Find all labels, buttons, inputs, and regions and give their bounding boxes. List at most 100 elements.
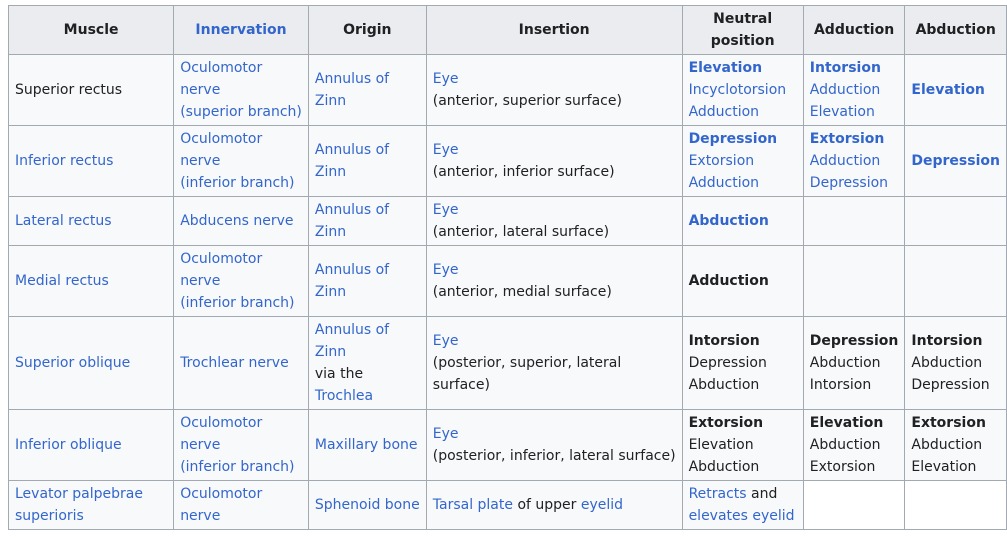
insertion-link[interactable]: Eye <box>432 426 459 442</box>
action-link[interactable]: Elevation <box>809 104 875 120</box>
origin-link[interactable]: Zinn <box>314 344 347 360</box>
origin-link[interactable]: Zinn <box>314 284 347 300</box>
innervation-link[interactable]: Oculomotor <box>180 486 263 502</box>
innervation-link[interactable]: Oculomotor <box>180 251 263 267</box>
muscle-link[interactable]: Inferior oblique <box>15 437 122 453</box>
innervation-cell[interactable]: Oculomotor nerve (inferior branch) <box>173 125 309 197</box>
action-link[interactable]: Depression <box>911 153 1000 169</box>
action-text: Elevation <box>688 437 754 453</box>
origin-cell[interactable]: Maxillary bone <box>307 409 427 481</box>
innervation-link[interactable]: Abducens nerve <box>180 213 294 229</box>
innervation-link[interactable]: (inferior branch) <box>180 175 295 191</box>
insertion-link[interactable]: Eye <box>432 71 459 87</box>
muscle-cell[interactable]: Medial rectus <box>7 245 175 317</box>
header-innervation-link[interactable]: Innervation <box>195 22 287 38</box>
muscle-link[interactable]: Inferior rectus <box>15 153 114 169</box>
muscle-link[interactable]: Lateral rectus <box>15 213 112 229</box>
innervation-link[interactable]: (inferior branch) <box>180 459 295 475</box>
action-link[interactable]: Adduction <box>809 82 881 98</box>
insertion-link[interactable]: Eye <box>432 142 459 158</box>
action-link[interactable]: Depression <box>688 131 778 147</box>
header-innervation[interactable]: Innervation <box>173 5 309 55</box>
origin-cell[interactable]: Annulus of Zinn <box>307 54 427 126</box>
muscle-cell[interactable]: Lateral rectus <box>7 196 175 246</box>
action-link[interactable]: Adduction <box>688 175 760 191</box>
adduction-cell[interactable]: Intorsion Adduction Elevation <box>802 54 906 126</box>
innervation-link[interactable]: nerve <box>180 508 221 524</box>
origin-link[interactable]: Zinn <box>314 224 347 240</box>
action-link[interactable]: Intorsion <box>809 60 881 76</box>
origin-cell[interactable]: Annulus of Zinn via the Trochlea <box>307 316 427 410</box>
abduction-cell: Extorsion Abduction Elevation <box>904 409 1007 481</box>
abduction-cell[interactable]: Depression <box>904 125 1007 197</box>
origin-link[interactable]: Annulus of <box>314 262 390 278</box>
innervation-cell[interactable]: Oculomotor nerve <box>173 480 309 530</box>
muscle-cell[interactable]: Inferior oblique <box>7 409 175 481</box>
action-text: Depression <box>688 355 767 371</box>
innervation-cell[interactable]: Abducens nerve <box>173 196 309 246</box>
origin-link[interactable]: Annulus of <box>314 71 390 87</box>
origin-link[interactable]: Annulus of <box>314 142 390 158</box>
insertion-link[interactable]: Eye <box>432 333 459 349</box>
innervation-link[interactable]: Trochlear nerve <box>180 355 289 371</box>
origin-link[interactable]: Sphenoid bone <box>314 497 420 513</box>
action-link[interactable]: Depression <box>809 175 889 191</box>
action-link[interactable]: Incyclotorsion <box>688 82 787 98</box>
origin-link[interactable]: Trochlea <box>314 388 374 404</box>
innervation-cell[interactable]: Oculomotor nerve (inferior branch) <box>173 245 309 317</box>
innervation-link[interactable]: nerve <box>180 153 221 169</box>
origin-cell[interactable]: Annulus of Zinn <box>307 245 427 317</box>
origin-link[interactable]: Zinn <box>314 93 347 109</box>
table-row: Levator palpebrae superioris Oculomotor ne… <box>7 480 1007 530</box>
action-link[interactable]: elevates eyelid <box>688 508 795 524</box>
adduction-cell <box>802 245 906 317</box>
action-link[interactable]: Abduction <box>688 213 769 229</box>
action-link[interactable]: Extorsion <box>688 153 755 169</box>
innervation-link[interactable]: (superior branch) <box>180 104 302 120</box>
insertion-cell: Eye (posterior, inferior, lateral surface… <box>425 409 683 481</box>
origin-link[interactable]: Zinn <box>314 164 347 180</box>
innervation-link[interactable]: nerve <box>180 437 221 453</box>
innervation-link[interactable]: Oculomotor <box>180 415 263 431</box>
innervation-link[interactable]: Oculomotor <box>180 60 263 76</box>
muscle-cell[interactable]: Inferior rectus <box>7 125 175 197</box>
muscle-link[interactable]: Medial rectus <box>15 273 109 289</box>
abduction-cell[interactable]: Elevation <box>904 54 1007 126</box>
neutral-cell[interactable]: Depression Extorsion Adduction <box>681 125 804 197</box>
innervation-link[interactable]: nerve <box>180 82 221 98</box>
action-link[interactable]: Retracts <box>688 486 747 502</box>
insertion-link[interactable]: Eye <box>432 202 459 218</box>
action-link[interactable]: Adduction <box>688 104 760 120</box>
adduction-cell[interactable]: Extorsion Adduction Depression <box>802 125 906 197</box>
header-neutral-position: Neutral position <box>681 5 804 55</box>
innervation-link[interactable]: Oculomotor <box>180 131 263 147</box>
innervation-link[interactable]: nerve <box>180 273 221 289</box>
insertion-link[interactable]: eyelid <box>580 497 624 513</box>
origin-cell[interactable]: Sphenoid bone <box>307 480 427 530</box>
muscle-link[interactable]: Superior oblique <box>15 355 131 371</box>
insertion-link[interactable]: Tarsal plate <box>432 497 513 513</box>
origin-link[interactable]: Maxillary bone <box>314 437 418 453</box>
muscle-cell[interactable]: Levator palpebrae superioris <box>7 480 175 530</box>
innervation-cell[interactable]: Oculomotor nerve (inferior branch) <box>173 409 309 481</box>
innervation-cell[interactable]: Oculomotor nerve (superior branch) <box>173 54 309 126</box>
muscle-link[interactable]: superioris <box>15 508 84 524</box>
action-link[interactable]: Elevation <box>688 60 763 76</box>
origin-link[interactable]: Annulus of <box>314 322 390 338</box>
adduction-cell <box>802 196 906 246</box>
action-link[interactable]: Adduction <box>809 153 881 169</box>
action-text: Intorsion <box>809 377 872 393</box>
action-link[interactable]: Extorsion <box>809 131 885 147</box>
origin-cell[interactable]: Annulus of Zinn <box>307 196 427 246</box>
neutral-cell[interactable]: Elevation Incyclotorsion Adduction <box>681 54 804 126</box>
insertion-link[interactable]: Eye <box>432 262 459 278</box>
innervation-cell[interactable]: Trochlear nerve <box>173 316 309 410</box>
muscle-link[interactable]: Levator palpebrae <box>15 486 143 502</box>
action-link[interactable]: Elevation <box>911 82 985 98</box>
abduction-cell <box>904 245 1007 317</box>
origin-cell[interactable]: Annulus of Zinn <box>307 125 427 197</box>
origin-link[interactable]: Annulus of <box>314 202 390 218</box>
innervation-link[interactable]: (inferior branch) <box>180 295 295 311</box>
neutral-cell[interactable]: Abduction <box>681 196 804 246</box>
muscle-cell[interactable]: Superior oblique <box>7 316 175 410</box>
